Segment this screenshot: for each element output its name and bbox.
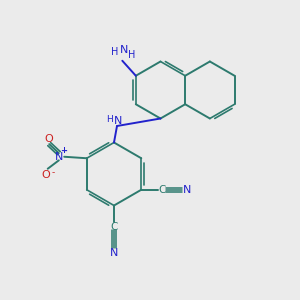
- Text: -: -: [52, 168, 55, 177]
- Text: N: N: [55, 152, 63, 162]
- Text: N: N: [114, 116, 123, 126]
- Text: +: +: [60, 146, 67, 155]
- Text: C: C: [110, 221, 118, 232]
- Text: H: H: [106, 115, 113, 124]
- Text: H: H: [128, 50, 135, 60]
- Text: H: H: [111, 47, 118, 57]
- Text: O: O: [42, 170, 51, 180]
- Text: C: C: [159, 185, 166, 195]
- Text: O: O: [45, 134, 54, 144]
- Text: N: N: [183, 185, 192, 195]
- Text: N: N: [120, 45, 128, 55]
- Text: N: N: [110, 248, 118, 258]
